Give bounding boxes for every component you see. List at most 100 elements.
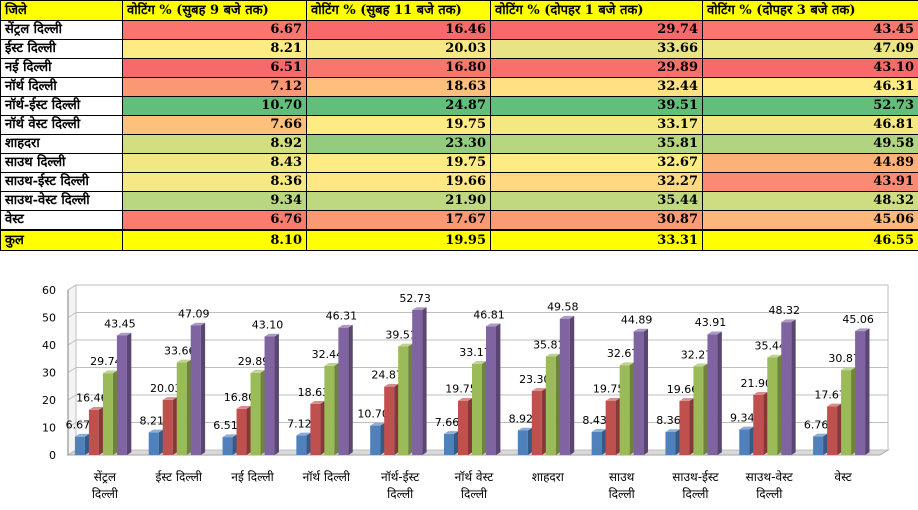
bar-top [559,315,575,319]
bar [324,365,335,455]
district-cell: साउथ-ईस्ट दिल्ली [0,172,123,192]
bar-top [619,362,635,366]
bar-side [555,353,561,455]
data-label: 52.73 [399,292,431,305]
bar [310,403,321,455]
bar [236,408,247,455]
data-label: 19.75 [445,383,477,396]
value-cell: 19.75 [306,153,491,173]
value-cell: 19.66 [306,172,491,192]
data-label: 10.70 [357,408,389,421]
bar-side [675,429,680,455]
bar-side [200,322,206,455]
gridline-side [67,422,77,428]
bar [517,430,528,455]
bar-top [753,392,768,395]
data-label: 8.36 [656,414,681,427]
bar [591,431,602,455]
bar-top [531,388,547,391]
district-cell: नई दिल्ली [0,58,123,78]
data-label: 8.43 [582,414,607,427]
bar-side [126,332,132,455]
y-tick-label: 40 [42,339,56,352]
bar [841,370,852,455]
table-row: नॉर्थ-ईस्ट दिल्ली 10.70 24.87 39.51 52.73 [0,96,918,116]
x-tick-label: दिल्ली [461,487,488,501]
bar-side [306,432,311,455]
bar-top [102,370,118,374]
data-label: 33.17 [459,346,491,359]
data-label: 30.87 [828,352,860,365]
data-label: 16.46 [76,392,108,405]
bar-top [148,429,164,433]
y-tick-label: 10 [42,422,56,435]
total-row: कुल 8.10 19.95 33.31 46.55 [0,229,918,251]
bar-side [749,426,754,455]
bar [827,406,838,455]
bar-top [458,397,473,401]
x-tick-label: दिल्ली [609,487,636,501]
district-cell: नॉर्थ वेस्ट दिल्ली [0,115,123,135]
bar-top [162,397,178,400]
bar-top [605,397,621,401]
bar [472,363,482,455]
bar-side [158,429,164,455]
bar-top [591,429,607,432]
bar [633,331,644,455]
bar-top [116,332,132,336]
x-tick-label: साउथ [609,470,635,484]
data-label: 44.89 [621,314,653,327]
x-tick-label: साउथ-वेस्ट [746,470,794,484]
bar-top [250,370,265,373]
bar-top [398,343,413,347]
x-tick-label: नई दिल्ली [231,470,274,484]
value-cell: 45.06 [702,210,918,231]
value-cell: 49.58 [702,134,918,154]
value-cell: 10.70 [122,96,307,116]
bar [250,372,261,455]
data-label: 29.89 [238,355,270,368]
bar-top [707,331,722,335]
value-cell: 29.74 [490,20,703,40]
district-cell: साउथ दिल्ली [0,153,123,173]
x-tick-label: दिल्ली [682,487,709,501]
value-cell: 33.66 [490,39,703,59]
x-tick-label: शाहदरा [532,470,565,484]
bar [444,433,454,455]
data-label: 29.74 [90,355,122,368]
value-cell: 6.67 [122,20,307,40]
data-label: 46.81 [473,308,505,321]
district-cell: सेंट्रल दिल्ली [0,20,123,40]
header-9am: वोटिंग % (सुबह 9 बजे तक) [122,0,307,21]
bar [781,322,792,455]
bar-top [296,432,311,436]
district-cell: ईस्ट दिल्ली [0,39,123,59]
data-label: 9.34 [730,411,755,424]
bar [619,365,630,455]
district-cell: नॉर्थ दिल्ली [0,77,123,97]
bar [384,386,395,455]
data-label: 17.67 [814,388,846,401]
value-cell: 23.30 [306,134,491,154]
data-label: 49.58 [547,301,579,314]
bar [739,429,750,455]
bar-top [412,307,427,310]
bar-top [517,427,533,431]
table-row: ईस्ट दिल्ली 8.21 20.03 33.66 47.09 [0,39,918,59]
value-cell: 46.31 [702,77,918,97]
data-label: 32.27 [681,348,713,361]
value-cell: 33.17 [490,115,703,135]
value-cell: 16.80 [306,58,491,78]
value-cell: 8.21 [122,39,307,59]
bar [531,390,542,455]
bar-side [496,323,501,455]
bar-side [172,397,178,455]
bar [813,436,824,455]
bar [162,399,173,455]
data-label: 35.44 [755,340,787,353]
total-label: कुल [0,229,123,251]
bar-side [865,328,870,455]
bar [88,409,99,455]
data-label: 43.10 [252,318,284,331]
data-label: 6.76 [804,418,829,431]
